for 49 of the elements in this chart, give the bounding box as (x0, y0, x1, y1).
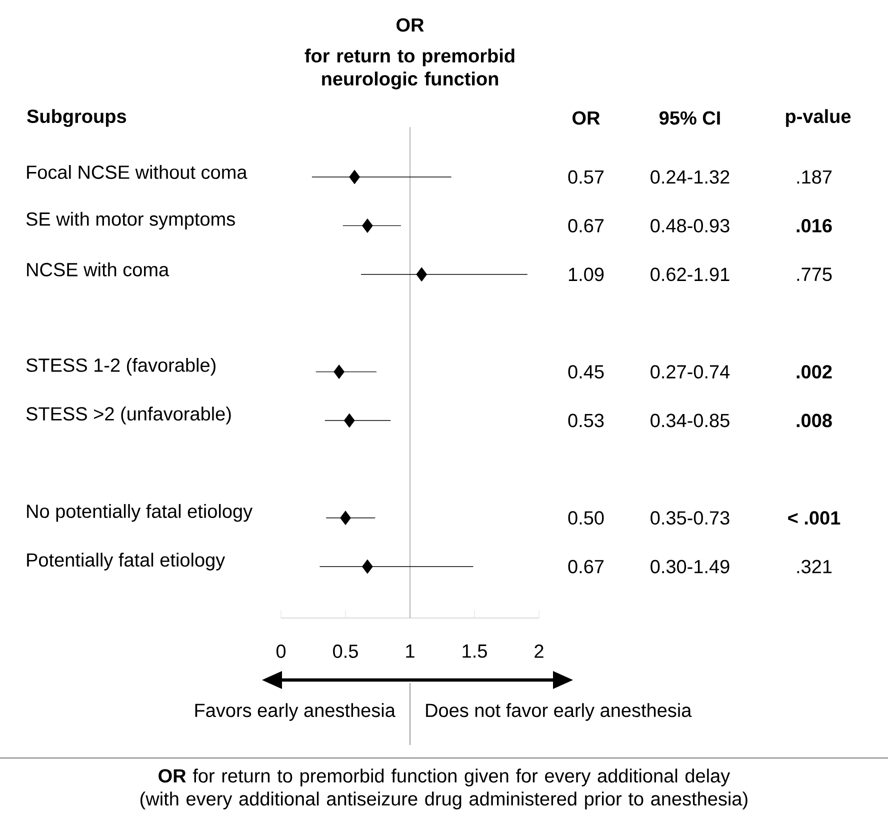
y-tick-label: STESS 1-2 (favorable) (26, 358, 216, 376)
point (416, 267, 428, 282)
data-label: 1.09 (568, 268, 604, 282)
x-tick-label: 0.5 (333, 644, 358, 658)
text: .187 (797, 170, 832, 184)
text: 0.27-0.74 (650, 365, 730, 379)
point (344, 413, 355, 428)
y-tick-label: NCSE with coma (27, 262, 170, 276)
y-tick-label: Focal NCSE without coma (27, 165, 248, 179)
text: .321 (797, 560, 832, 574)
text: < .001 (788, 511, 840, 525)
text: Favors early anesthesia (195, 703, 396, 721)
y-tick-label: STESS >2 (unfavorable) (26, 406, 231, 424)
text: p-value (786, 109, 851, 127)
y-tick-label: No potentially fatal etiology (27, 504, 253, 522)
text: Subgroups (27, 109, 126, 127)
x-tick-label: 0 (276, 644, 286, 658)
data-label: 0.67 (568, 218, 604, 232)
text: 0.30-1.49 (650, 560, 730, 574)
y-tick-label: Potentially fatal etiology (27, 552, 226, 570)
text: 95% CI (660, 111, 720, 125)
y-tick-label: SE with motor symptoms (26, 212, 235, 230)
data-label: 0.67 (568, 560, 604, 574)
text: OR for return to premorbid function given for every additional delay (with every additional antiseizure drug administered prior to anesthesia) (140, 768, 748, 810)
x-tick-label: 2 (534, 644, 544, 658)
x-tick-label: 1 (406, 644, 414, 658)
chart-subtitle: for return to premorbid neurologic function (304, 48, 514, 90)
point (340, 510, 351, 526)
text: .008 (796, 414, 832, 428)
data-label: 0.57 (568, 170, 604, 184)
text: .016 (796, 218, 832, 232)
text: .775 (797, 268, 832, 282)
data-label: 0.50 (568, 511, 604, 525)
point (362, 559, 373, 574)
text: 0.48-0.93 (650, 218, 730, 232)
data-label: 0.53 (568, 414, 604, 428)
x-tick-label: 1.5 (462, 644, 487, 658)
text: .002 (796, 365, 832, 379)
chart-title: OR (396, 18, 424, 32)
text: 0.34-0.85 (650, 414, 730, 428)
text: 0.35-0.73 (650, 511, 730, 525)
point (362, 218, 373, 233)
point (334, 364, 345, 379)
text: 0.62-1.91 (650, 268, 730, 282)
point (349, 170, 360, 184)
text: OR (572, 111, 600, 125)
text: Does not favor early anesthesia (426, 703, 692, 721)
text: 0.24-1.32 (650, 170, 730, 184)
data-label: 0.45 (568, 365, 604, 379)
